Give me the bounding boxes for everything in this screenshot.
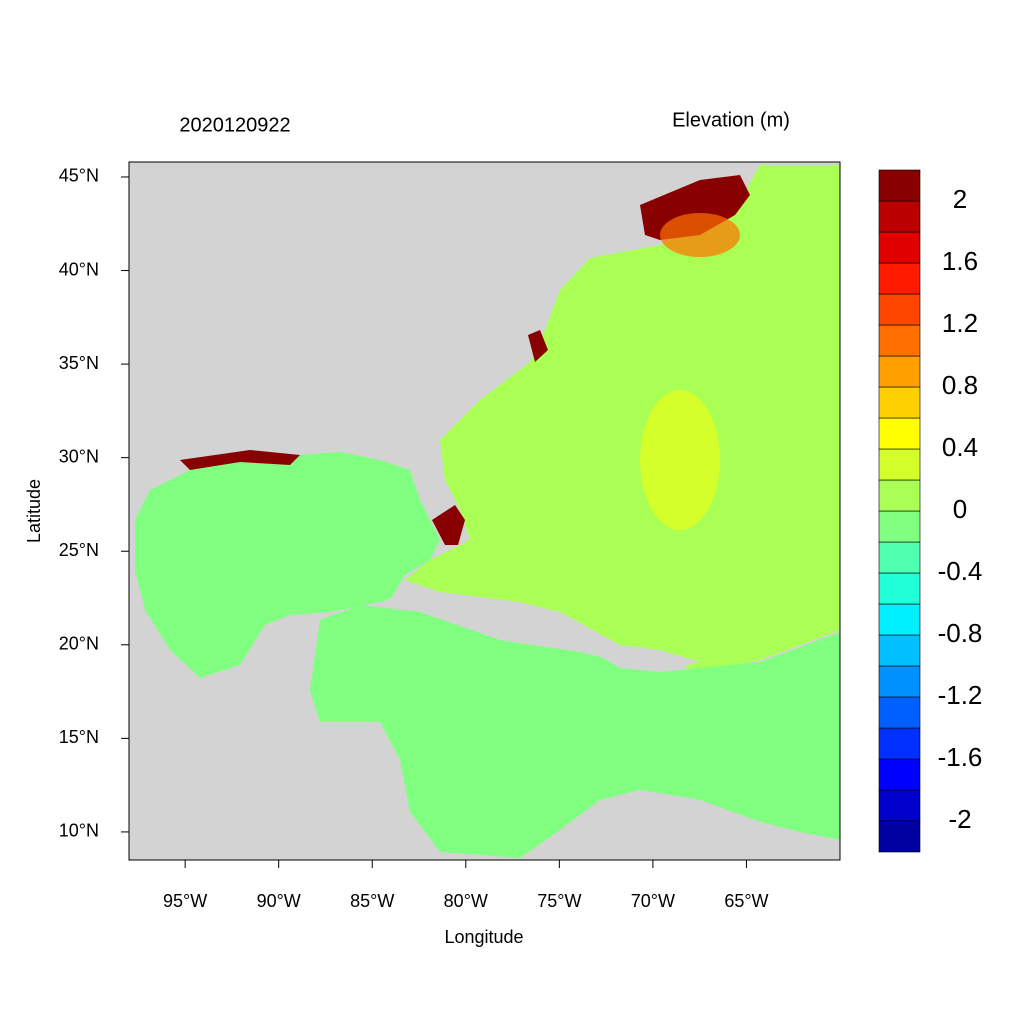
colorbar-label: 1.2	[942, 308, 978, 338]
surge-carolina	[528, 330, 548, 362]
colorbar-box	[878, 231, 921, 264]
colorbar-box	[878, 789, 921, 822]
y-tick-label: 40°N	[59, 259, 99, 279]
colorbar-box	[878, 603, 921, 636]
x-tick-label: 65°W	[724, 891, 768, 911]
colorbar-box	[878, 169, 921, 202]
colorbar-box	[878, 696, 921, 729]
y-tick-label: 30°N	[59, 446, 99, 466]
colorbar-label: -1.2	[938, 680, 983, 710]
colorbar-label: 0.8	[942, 370, 978, 400]
colorbar-label: 0	[953, 494, 967, 524]
surge-halo	[660, 213, 740, 257]
high-anomaly	[640, 390, 720, 530]
colorbar-label: 2	[953, 184, 967, 214]
colorbar-label: 0.4	[942, 432, 978, 462]
surge-florida	[432, 505, 465, 545]
map	[129, 162, 840, 860]
colorbar-box	[878, 262, 921, 295]
atlantic	[405, 165, 840, 672]
legend-title: Elevation (m)	[672, 109, 790, 131]
colorbar-box	[878, 541, 921, 574]
colorbar-label: -0.4	[938, 556, 983, 586]
caribbean	[310, 605, 840, 860]
x-tick-label: 85°W	[350, 891, 394, 911]
cuba	[385, 590, 600, 648]
y-axis-label: Latitude	[24, 479, 44, 543]
y-tick-label: 35°N	[59, 353, 99, 373]
colorbar-label: 1.6	[942, 246, 978, 276]
x-tick-label: 95°W	[163, 891, 207, 911]
colorbar-box	[878, 293, 921, 326]
colorbar-box	[878, 572, 921, 605]
south-america	[520, 790, 840, 860]
colorbar-box	[878, 355, 921, 388]
y-tick-label: 45°N	[59, 166, 99, 186]
surge-gulf-coast	[180, 450, 300, 470]
y-tick-label: 20°N	[59, 634, 99, 654]
colorbar-box	[878, 758, 921, 791]
colorbar-box	[878, 727, 921, 760]
x-axis-label: Longitude	[444, 927, 523, 947]
hispaniola	[590, 645, 700, 672]
x-tick-label: 80°W	[444, 891, 488, 911]
colorbar-box	[878, 200, 921, 233]
colorbar-box	[878, 510, 921, 543]
y-tick-label: 10°N	[59, 821, 99, 841]
chart-title: 2020120922	[179, 114, 290, 136]
colorbar-box	[878, 634, 921, 667]
x-tick-label: 75°W	[537, 891, 581, 911]
colorbar-box	[878, 324, 921, 357]
gulf-of-mexico	[135, 452, 440, 678]
y-tick-label: 15°N	[59, 727, 99, 747]
colorbar-box	[878, 386, 921, 419]
x-tick-label: 70°W	[631, 891, 675, 911]
colorbar-label: -2	[948, 804, 971, 834]
colorbar-box	[878, 417, 921, 450]
plot-frame	[128, 161, 841, 861]
x-tick-label: 90°W	[257, 891, 301, 911]
colorbar-box	[878, 479, 921, 512]
y-tick-label: 25°N	[59, 540, 99, 560]
colorbar-box	[878, 665, 921, 698]
colorbar-box	[878, 820, 921, 853]
colorbar-label: -0.8	[938, 618, 983, 648]
colorbar-box	[878, 448, 921, 481]
colorbar-label: -1.6	[938, 742, 983, 772]
